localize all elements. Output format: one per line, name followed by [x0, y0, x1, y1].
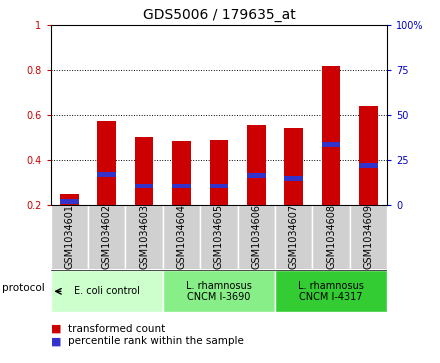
Bar [60, 199, 79, 204]
Text: GSM1034606: GSM1034606 [251, 204, 261, 269]
Bar [322, 142, 341, 147]
Bar [238, 205, 275, 269]
Bar [359, 163, 378, 168]
Bar [322, 66, 341, 205]
Text: L. rhamnosus
CNCM I-4317: L. rhamnosus CNCM I-4317 [298, 281, 364, 302]
Bar [97, 121, 116, 205]
Bar [125, 205, 163, 269]
Title: GDS5006 / 179635_at: GDS5006 / 179635_at [143, 8, 295, 22]
Bar [97, 172, 116, 177]
Bar [275, 270, 387, 312]
Bar [51, 205, 88, 269]
Text: E. coli control: E. coli control [74, 286, 139, 296]
Bar [60, 194, 79, 205]
Bar [275, 205, 312, 269]
Bar [350, 205, 387, 269]
Text: transformed count: transformed count [68, 323, 165, 334]
Text: percentile rank within the sample: percentile rank within the sample [68, 336, 244, 346]
Bar [359, 106, 378, 205]
Bar [135, 184, 154, 188]
Text: GSM1034605: GSM1034605 [214, 204, 224, 269]
Bar [312, 205, 350, 269]
Bar [200, 205, 238, 269]
Bar [135, 136, 154, 205]
Text: GSM1034604: GSM1034604 [176, 204, 187, 269]
Text: ■: ■ [51, 336, 61, 346]
Bar [209, 184, 228, 188]
Bar [284, 176, 303, 181]
Text: GSM1034602: GSM1034602 [102, 204, 112, 269]
Text: protocol: protocol [2, 283, 45, 293]
Bar [88, 205, 125, 269]
Text: GSM1034607: GSM1034607 [289, 204, 299, 269]
Bar [247, 125, 266, 205]
Bar [163, 270, 275, 312]
Text: ■: ■ [51, 323, 61, 334]
Bar [163, 205, 200, 269]
Text: GSM1034603: GSM1034603 [139, 204, 149, 269]
Bar [51, 270, 163, 312]
Text: L. rhamnosus
CNCM I-3690: L. rhamnosus CNCM I-3690 [186, 281, 252, 302]
Text: GSM1034601: GSM1034601 [64, 204, 74, 269]
Bar [247, 174, 266, 178]
Bar [284, 128, 303, 205]
Bar [172, 141, 191, 205]
Bar [209, 140, 228, 205]
Text: GSM1034608: GSM1034608 [326, 204, 336, 269]
Bar [172, 184, 191, 188]
Text: GSM1034609: GSM1034609 [363, 204, 374, 269]
